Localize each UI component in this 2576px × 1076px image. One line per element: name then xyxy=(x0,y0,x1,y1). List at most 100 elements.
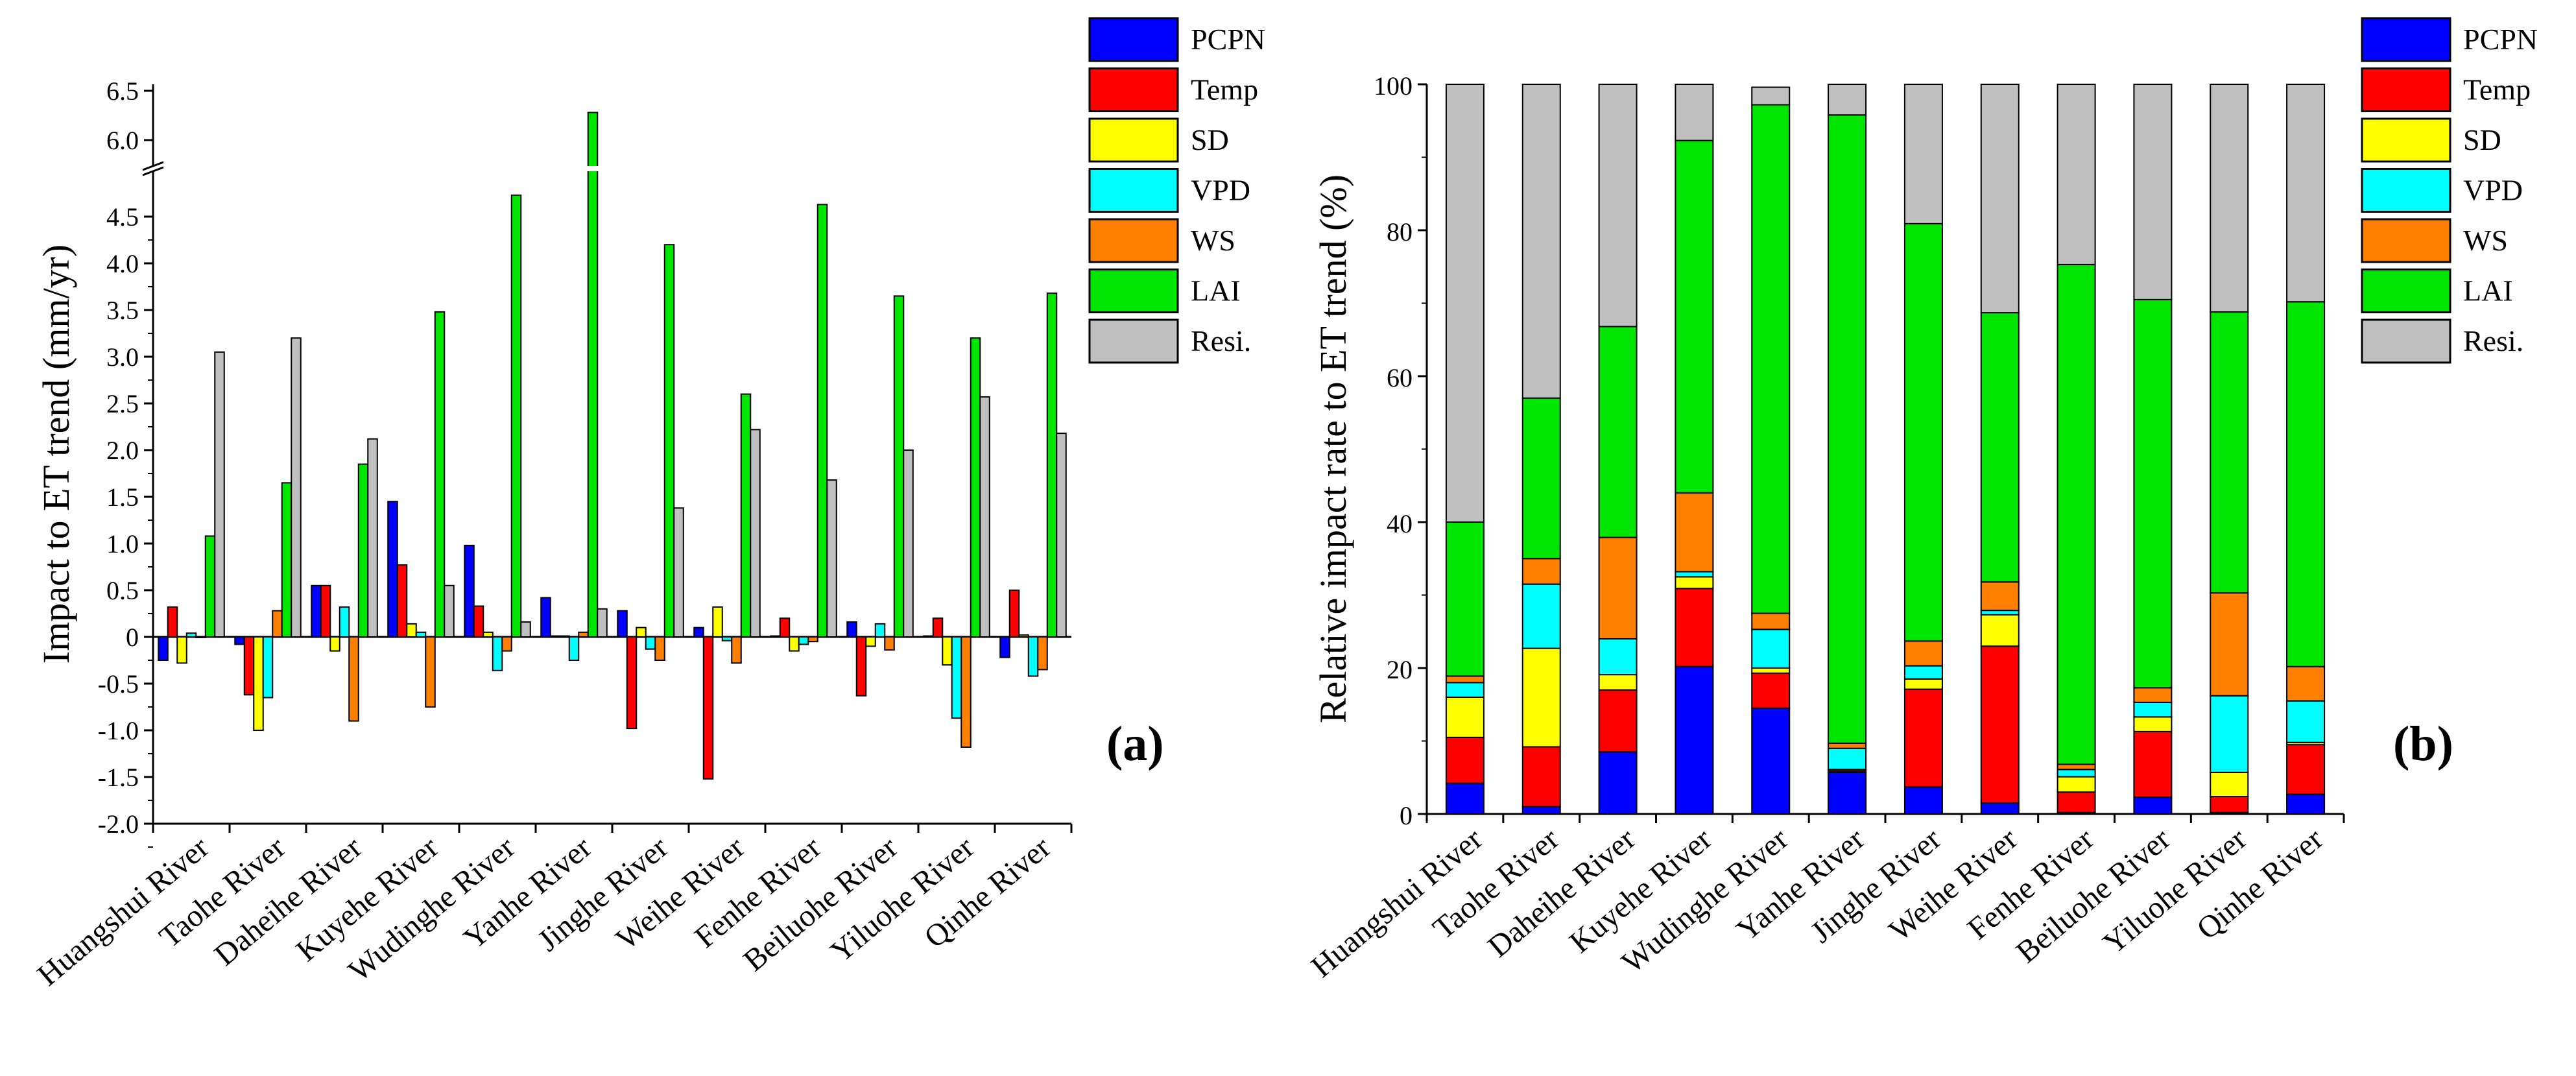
y-tick-label: -0.5 xyxy=(98,669,139,699)
stack-vpd-beiluohe-river xyxy=(2133,701,2173,718)
y-tick-label: 2.0 xyxy=(106,436,139,465)
bar-vpd-jinghe-river xyxy=(645,636,656,650)
stack-lai-wudinghe-river xyxy=(1751,104,1791,614)
stack-vpd-huangshui-river xyxy=(1445,682,1485,698)
stack-pcpn-yanhe-river xyxy=(1828,771,1867,815)
stack-pcpn-beiluohe-river xyxy=(2133,796,2173,815)
stack-lai-daheihe-river xyxy=(1598,326,1638,538)
legend-swatch-sd xyxy=(1088,117,1179,163)
legend-swatch-vpd xyxy=(2361,168,2451,213)
y-tick-label: 80 xyxy=(1387,217,1413,246)
bar-sd-kuyehe-river xyxy=(406,623,417,638)
stack-ws-kuyehe-river xyxy=(1675,492,1714,573)
stack-lai-kuyehe-river xyxy=(1675,139,1714,494)
stack-sd-jinghe-river xyxy=(1903,678,1943,690)
y-tick-label: -1.0 xyxy=(98,716,139,745)
y-axis-title: Impact to ET trend (mm/yr) xyxy=(35,245,77,664)
bar-pcpn-yanhe-river xyxy=(540,597,551,638)
bar-lai-kuyehe-river xyxy=(434,311,446,638)
bar-ws-weihe-river xyxy=(731,636,742,664)
bar-resi-weihe-river xyxy=(750,429,761,638)
stack-resi-kuyehe-river xyxy=(1675,84,1714,141)
y-tick-label: 60 xyxy=(1387,363,1413,392)
stack-vpd-daheihe-river xyxy=(1598,638,1638,676)
stack-resi-beiluohe-river xyxy=(2133,84,2173,300)
stack-ws-taohe-river xyxy=(1521,558,1561,585)
bar-pcpn-taohe-river xyxy=(234,636,245,645)
y-tick-label: 1.5 xyxy=(106,483,139,512)
stack-lai-weihe-river xyxy=(1980,312,2020,583)
legend-label-pcpn: PCPN xyxy=(1191,23,1265,56)
bar-temp-yiluohe-river xyxy=(932,617,944,638)
legend-swatch-ws xyxy=(1088,218,1179,263)
legend-label-temp: Temp xyxy=(1191,73,1258,106)
legend-swatch-lai xyxy=(2361,269,2451,313)
stack-temp-weihe-river xyxy=(1980,645,2020,804)
bar-lai-yiluohe-river xyxy=(970,337,981,638)
legend-label-ws: WS xyxy=(2463,224,2508,257)
bar-vpd-yiluohe-river xyxy=(951,636,962,719)
bar-resi-wudinghe-river xyxy=(520,621,531,638)
bar-lai-taohe-river xyxy=(281,482,292,638)
bar-temp-daheihe-river xyxy=(320,584,331,638)
bar-sd-yanhe-river xyxy=(559,635,570,638)
legend-label-sd: SD xyxy=(2463,123,2501,156)
y-tick-label: 4.5 xyxy=(106,202,139,232)
stack-temp-fenhe-river xyxy=(2057,791,2096,813)
panel-a-label: (a) xyxy=(1106,717,1164,771)
bar-vpd-daheihe-river xyxy=(339,606,350,638)
stack-lai-huangshui-river xyxy=(1445,521,1485,677)
stack-pcpn-huangshui-river xyxy=(1445,782,1485,815)
bar-resi-jinghe-river xyxy=(673,507,684,638)
bar-sd-huangshui-river xyxy=(176,636,187,664)
stack-sd-huangshui-river xyxy=(1445,697,1485,738)
stack-resi-fenhe-river xyxy=(2057,84,2096,265)
stack-pcpn-kuyehe-river xyxy=(1675,665,1714,815)
stack-sd-weihe-river xyxy=(1980,614,2020,647)
panel-a: -2.0 -1.5 -1.0 -0.5 0 0.5 1.0 1.5 2.0 2.5 3.0 3.5 4.… xyxy=(31,77,1073,992)
legend-swatch-vpd xyxy=(1088,168,1179,213)
bar-lai-weihe-river xyxy=(740,393,752,638)
bar-pcpn-wudinghe-river xyxy=(464,544,475,638)
stack-temp-wudinghe-river xyxy=(1751,672,1791,709)
y-tick-label: 6.0 xyxy=(106,126,139,155)
stack-pcpn-daheihe-river xyxy=(1598,751,1638,815)
bar-temp-wudinghe-river xyxy=(473,605,484,638)
bar-ws-kuyehe-river xyxy=(425,636,436,708)
bar-ws-yiluohe-river xyxy=(960,636,972,748)
axis-break-mark xyxy=(142,166,164,176)
panel-b: 0 20 40 60 80 100 Relative impact rate to ET t… xyxy=(1305,71,2345,984)
legend-label-sd: SD xyxy=(1191,123,1229,156)
y-tick-label: 3.0 xyxy=(106,342,139,372)
bar-vpd-weihe-river xyxy=(721,636,733,641)
stack-ws-yiluohe-river xyxy=(2210,592,2249,697)
bar-lai-fenhe-river xyxy=(817,204,828,638)
bar-pcpn-weihe-river xyxy=(693,627,704,638)
stack-lai-yiluohe-river xyxy=(2210,311,2249,594)
bar-temp-qinhe-river xyxy=(1008,590,1020,638)
bar-resi-huangshui-river xyxy=(214,351,225,638)
stack-lai-fenhe-river xyxy=(2057,263,2096,765)
bar-sd-taohe-river xyxy=(253,636,264,731)
bar-vpd-qinhe-river xyxy=(1027,636,1039,677)
bar-pcpn-huangshui-river xyxy=(158,636,169,661)
stack-ws-huangshui-river xyxy=(1445,675,1485,684)
y-tick-label: -2.0 xyxy=(98,809,139,839)
bar-resi-yanhe-river xyxy=(597,608,608,638)
y-tick-label: 3.5 xyxy=(106,296,139,325)
bar-sd-weihe-river xyxy=(712,606,723,638)
legend-label-vpd: VPD xyxy=(2463,174,2523,207)
stack-vpd-jinghe-river xyxy=(1903,665,1943,680)
stack-lai-jinghe-river xyxy=(1903,222,1943,642)
stack-vpd-kuyehe-river xyxy=(1675,571,1714,578)
stack-temp-taohe-river xyxy=(1521,746,1561,807)
y-tick-label: 2.5 xyxy=(106,389,139,418)
stack-ws-wudinghe-river xyxy=(1751,612,1791,630)
bar-sd-beiluohe-river xyxy=(865,636,876,647)
stack-pcpn-weihe-river xyxy=(1980,802,2020,815)
stack-lai-taohe-river xyxy=(1521,397,1561,560)
legend-swatch-resi xyxy=(2361,318,2451,364)
bar-vpd-huangshui-river xyxy=(185,632,197,638)
stack-lai-beiluohe-river xyxy=(2133,298,2173,689)
